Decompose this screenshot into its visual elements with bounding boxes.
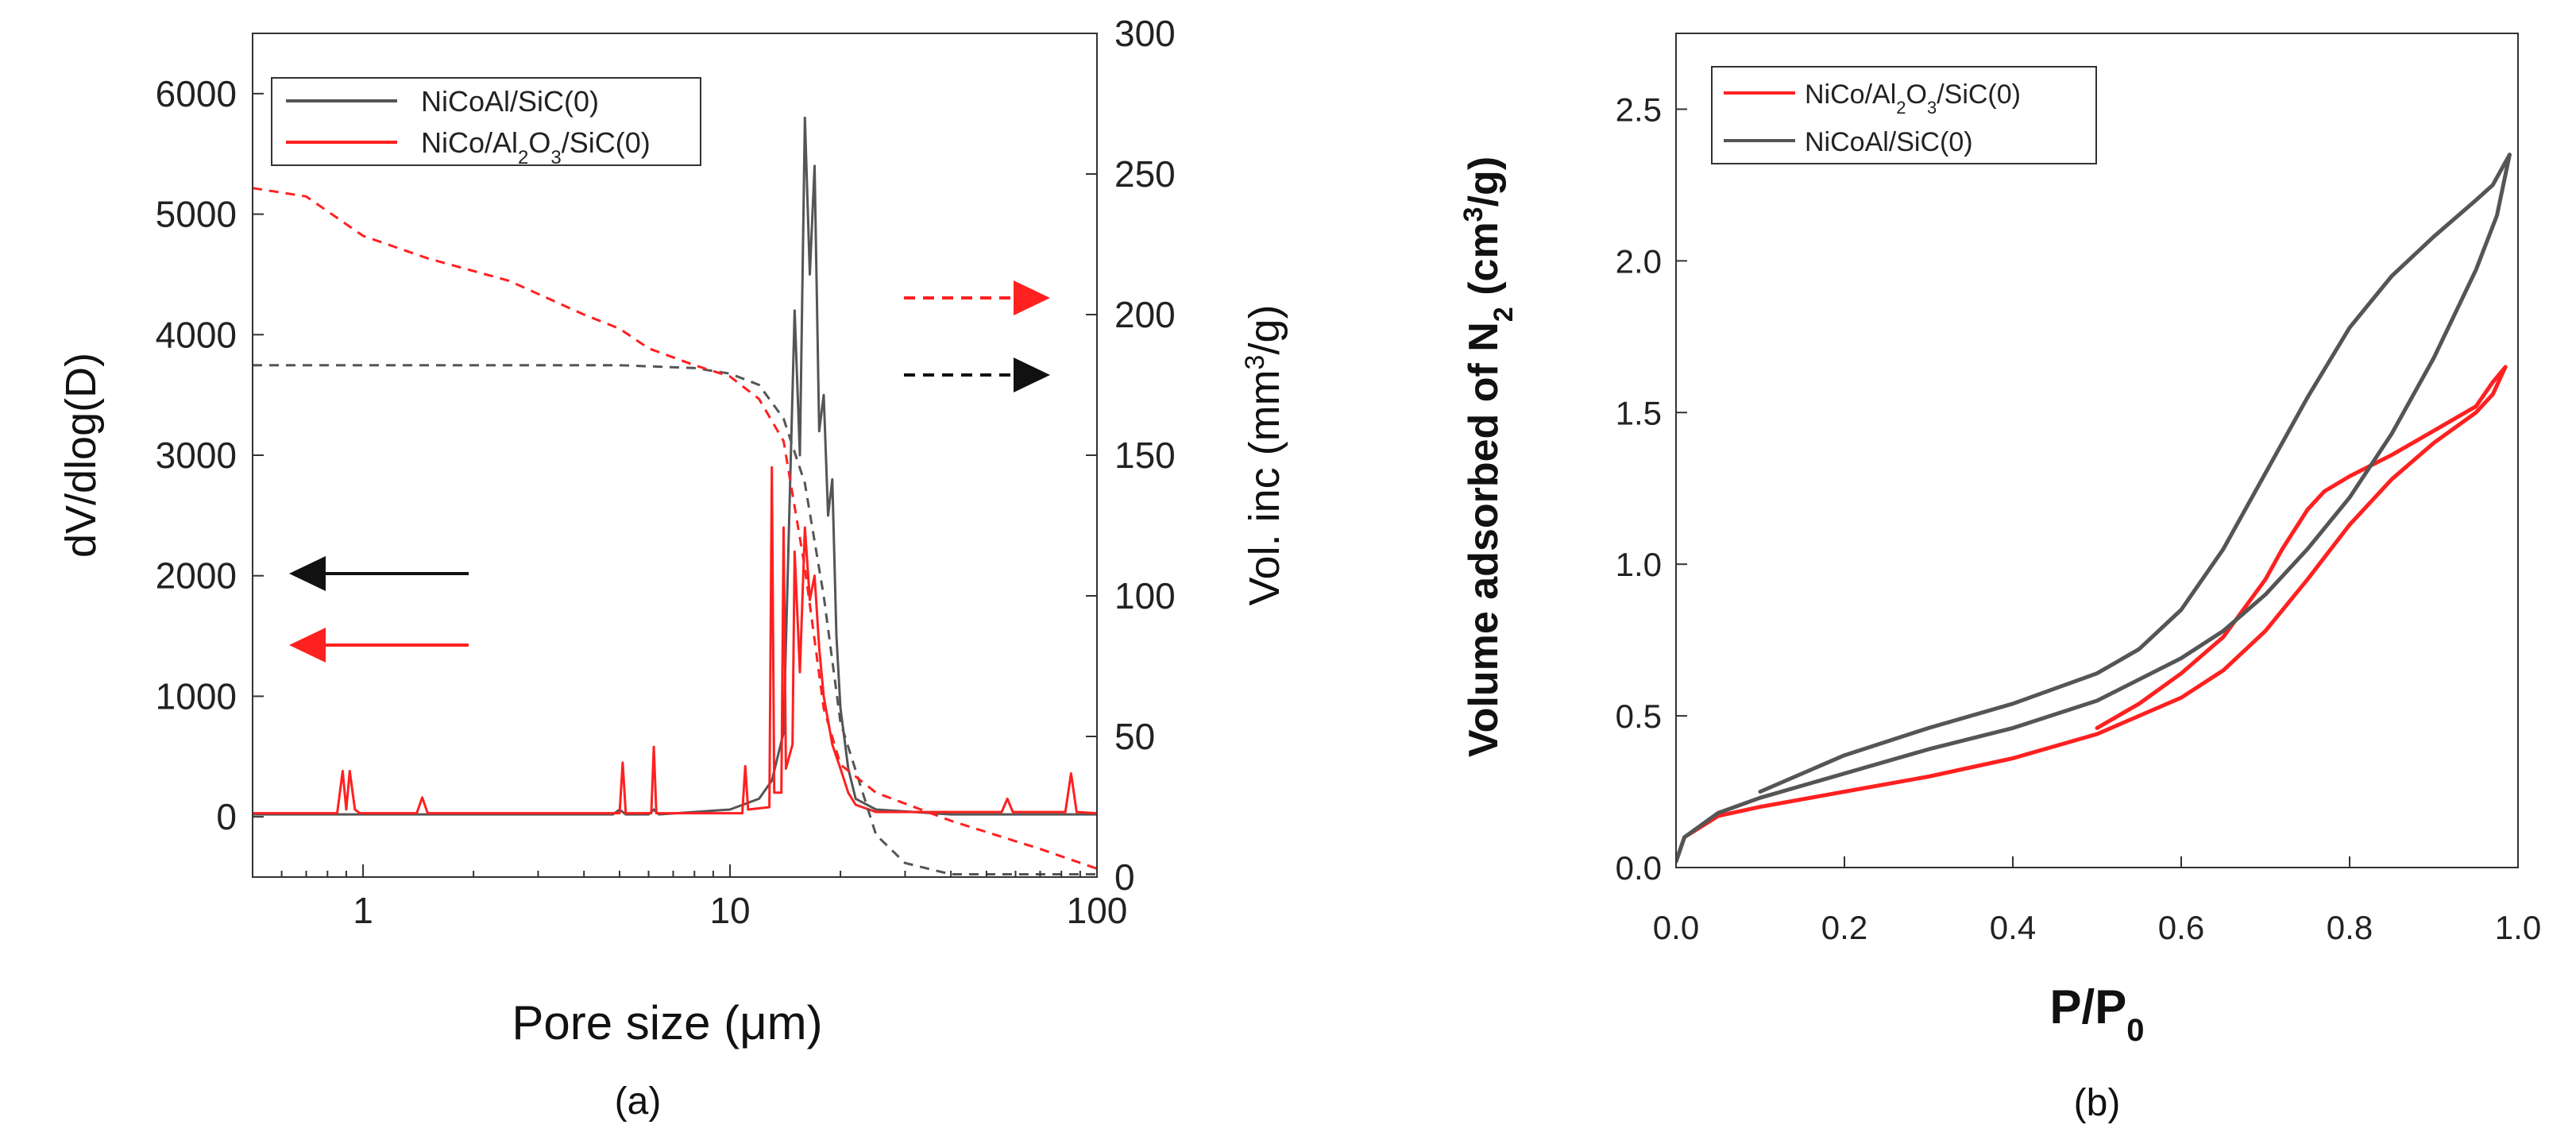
panel-b-y-axis-title: Volume adsorbed of N2 (cm3/g) [1458,157,1519,757]
panel-a-legend-box [271,77,701,166]
panel-a-series-1 [253,466,1097,815]
panel-b-xtick-label: 0.4 [1990,909,2036,946]
panel-a-xtick-label: 100 [1067,890,1128,931]
panel-a-ticks: 0 1000 2000 3000 4000 5000 6000 0 50 100 150 200 250… [156,13,1176,931]
panel-a-series [253,116,1097,875]
panel-b-ytick-label: 0.5 [1616,698,1662,735]
panel-b-series-3 [1758,153,2512,794]
panel-a-y2tick-label: 100 [1114,575,1176,616]
panel-b-series-0 [1676,365,2508,864]
panel-a-y2tick-label: 150 [1114,435,1176,476]
panel-b-series-1 [2095,365,2508,730]
panel-a-ytick-label: 3000 [156,435,237,476]
left-axis-arrow-red [289,628,469,663]
panel-a-ytick-label: 4000 [156,314,237,355]
panel-b-ytick-label: 2.5 [1616,91,1662,128]
panel-b-plot-frame [1675,33,2519,868]
panel-b-xtick-label: 0.8 [2327,909,2373,946]
panel-a-y2tick-label: 300 [1114,13,1176,54]
panel-b-ytick-label: 1.5 [1616,394,1662,431]
panel-b-legend: NiCo/Al2O3/SiC(0) NiCoAl/SiC(0) [1711,66,2097,164]
panel-a-series-0 [253,116,1097,816]
panel-b: 0.0 0.5 1.0 1.5 2.0 2.5 0.0 0.2 0.4 0.6 0.8 1.0 Vol… [1458,33,2541,1124]
panel-a-legend-label-2: NiCo/Al2O3/SiC(0) [421,126,651,168]
caption-a: (a) [615,1080,662,1123]
panel-b-x-axis-title: P/P0 [2050,980,2145,1048]
panel-b-legend-box [1711,66,2097,164]
panel-a-arrows [289,280,1050,663]
panel-b-ytick-label: 2.0 [1616,242,1662,280]
panel-a-y-axis-title: dV/dlog(D) [57,353,105,558]
panel-a-series-3 [253,187,1097,870]
panel-b-xtick-label: 0.2 [1821,909,1867,946]
panel-a-xtick-label: 1 [353,890,373,931]
panel-b-xtick-label: 0.0 [1653,909,1699,946]
panel-b-xtick-label: 0.6 [2158,909,2204,946]
panel-a-y2-axis-title: Vol. inc (mm3/g) [1240,304,1288,605]
panel-a-ytick-label: 5000 [156,194,237,235]
panel-a-y2tick-label: 0 [1114,856,1135,898]
panel-a-x-axis-title: Pore size (μm) [512,996,822,1049]
panel-b-series [1676,153,2512,864]
panel-b-ytick-label: 0.0 [1616,849,1662,887]
panel-a-y2tick-label: 250 [1114,153,1176,195]
panel-b-series-2 [1676,153,2512,864]
panel-a-ytick-label: 0 [216,796,237,837]
panel-a-y2tick-label: 50 [1114,716,1155,757]
caption-b: (b) [2074,1082,2121,1124]
right-axis-arrow-red-dashed [904,280,1050,315]
panel-a-ytick-label: 1000 [156,675,237,717]
panel-a-legend: NiCoAl/SiC(0) NiCo/Al2O3/SiC(0) [271,77,701,168]
panel-b-ytick-label: 1.0 [1616,546,1662,583]
panel-a-ytick-label: 2000 [156,555,237,597]
panel-a-y2tick-label: 200 [1114,294,1176,335]
panel-a: 0 1000 2000 3000 4000 5000 6000 0 50 100 150 200 250… [57,13,1288,1123]
panel-b-legend-label-2: NiCoAl/SiC(0) [1805,127,1973,157]
left-axis-arrow-black [289,556,469,591]
panel-b-xtick-label: 1.0 [2495,909,2541,946]
right-axis-arrow-black-dashed [904,358,1050,392]
panel-a-series-2 [253,364,1097,875]
panel-a-legend-label-1: NiCoAl/SiC(0) [421,85,599,118]
panel-b-legend-label-1: NiCo/Al2O3/SiC(0) [1805,79,2021,118]
panel-a-xtick-label: 10 [709,890,750,931]
panel-a-ytick-label: 6000 [156,73,237,114]
panel-b-ticks: 0.0 0.5 1.0 1.5 2.0 2.5 0.0 0.2 0.4 0.6 0.8 1.0 [1616,91,2542,946]
